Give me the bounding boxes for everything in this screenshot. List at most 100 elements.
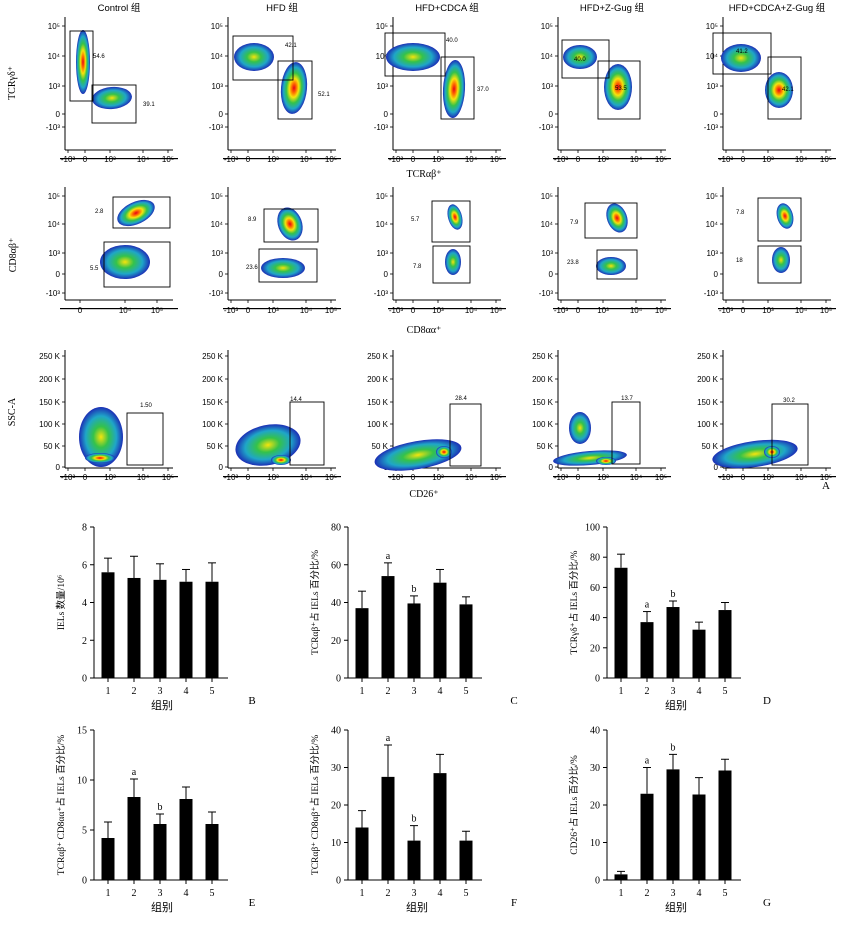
flow-panel-r2-c2: 10⁵ 10⁴ 10³ 0 -10³-10³ 0 10³ 10⁴ 10⁵ 8.9 23.6	[209, 187, 341, 315]
y-tick-label: 0	[219, 463, 224, 472]
y-tick-label: 80	[590, 553, 600, 564]
x-tick-label: 10⁴	[465, 306, 478, 315]
density-cluster	[386, 43, 440, 71]
x-tick-label: 4	[438, 888, 443, 899]
x-tick-label: -10³	[719, 155, 734, 164]
flow-panel-r2-c3: 10⁵ 10⁴ 10³ 0 -10³-10³ 0 10³ 10⁴ 10⁵ 5.7 7.8	[374, 187, 506, 315]
density-cluster	[79, 407, 123, 467]
x-tick-label: 4	[184, 888, 189, 899]
x-tick-label: 5	[464, 888, 469, 899]
y-tick-label: 10⁵	[376, 22, 388, 31]
y-tick-label: -10³	[539, 123, 554, 132]
bar-chart-F: 0 10 20 30 40 1 2 a 3 b 4 5 TCRαβ⁺ CD8αβ⁺占 IELs 百分比/…	[309, 726, 517, 915]
bar	[666, 607, 680, 678]
panel-baseline	[388, 476, 506, 478]
y-tick-label: 0	[219, 110, 224, 119]
x-tick-label: -10³	[554, 473, 569, 482]
row3-ylabel: SSC-A	[7, 397, 18, 426]
x-tick-label: 0	[411, 306, 416, 315]
x-tick-label: 5	[210, 888, 215, 899]
x-tick-label: 0	[411, 473, 416, 482]
y-tick-label: 10⁵	[706, 22, 718, 31]
significance-letter: b	[412, 814, 417, 825]
y-axis-label: CD26⁺占 IELs 百分比/%	[568, 755, 580, 855]
y-tick-label: 10⁴	[376, 52, 389, 61]
panel-baseline	[553, 476, 671, 478]
x-tick-label: 10³	[267, 155, 279, 164]
x-tick-label: 10³	[432, 155, 444, 164]
y-tick-label: 10⁴	[541, 220, 554, 229]
y-tick-label: 150 K	[697, 398, 719, 407]
density-cluster	[604, 64, 632, 110]
gate-box	[289, 401, 325, 466]
x-tick-label: 10³	[762, 473, 774, 482]
x-tick-label: 0	[246, 306, 251, 315]
y-tick-label: 40	[331, 598, 341, 609]
x-tick-label: 10⁴	[300, 306, 313, 315]
y-tick-label: 0	[82, 674, 87, 685]
panel-baseline	[553, 158, 671, 160]
density-cluster	[117, 199, 155, 227]
bar	[355, 608, 369, 678]
x-tick-label: -10³	[224, 473, 239, 482]
y-tick-label: 0	[549, 110, 554, 119]
bar	[433, 773, 447, 880]
row2-xlabel: CD8αα⁺	[407, 325, 442, 336]
panel-letter-F: F	[511, 897, 517, 909]
x-tick-label: 10⁴	[795, 473, 808, 482]
y-tick-label: 40	[590, 613, 600, 624]
density-cluster	[596, 457, 616, 465]
panel-baseline	[223, 158, 341, 160]
density-cluster	[712, 439, 798, 469]
bar	[381, 576, 395, 678]
column-title-1: Control 组	[98, 2, 141, 14]
y-tick-label: 10³	[376, 82, 388, 91]
gate-percentage: 7.8	[736, 210, 745, 216]
y-tick-label: -10³	[46, 289, 61, 298]
gate-box	[432, 245, 471, 284]
density-cluster	[271, 455, 291, 465]
x-tick-label: 10⁴	[465, 155, 478, 164]
bar	[459, 840, 473, 880]
gate-percentage: 30.2	[783, 398, 795, 404]
x-tick-label: 10³	[597, 306, 609, 315]
y-tick-label: 50 K	[207, 442, 224, 451]
y-tick-label: -10³	[704, 123, 719, 132]
gate-percentage: 53.5	[615, 86, 627, 92]
y-tick-label: 10⁴	[211, 52, 224, 61]
bar-chart-C: 0 20 40 60 80 1 2 a 3 b 4 5 TCRαβ⁺占 IELs 百分比/% C	[309, 523, 518, 708]
x-tick-label: 4	[184, 686, 189, 697]
y-tick-label: 50 K	[537, 442, 554, 451]
gate-box	[712, 32, 772, 75]
significance-letter: a	[645, 756, 650, 767]
gate-box	[232, 35, 294, 81]
y-tick-label: 0	[56, 270, 61, 279]
gate-box	[584, 202, 638, 239]
y-tick-label: 10³	[706, 249, 718, 258]
row1-ylabel: TCRγδ⁺	[7, 66, 18, 100]
significance-letter: b	[671, 742, 676, 753]
gate-box	[596, 249, 638, 280]
y-axis-label: TCRαβ⁺占 IELs 百分比/%	[309, 550, 321, 655]
x-tick-label: 10⁴	[630, 306, 643, 315]
bar	[127, 577, 141, 678]
gate-percentage: 1.50	[140, 403, 152, 409]
column-title-4: HFD+Z-Gug 组	[580, 2, 645, 14]
gate-percentage: 41.2	[736, 49, 748, 55]
y-tick-label: 100 K	[367, 420, 389, 429]
y-tick-label: -10³	[46, 123, 61, 132]
panel-baseline	[223, 308, 341, 310]
x-tick-label: -10³	[554, 306, 569, 315]
x-tick-label: 4	[697, 888, 702, 899]
y-axis-label: IELs 数量/10⁶	[55, 575, 67, 630]
x-tick-label: 10⁵	[820, 473, 832, 482]
y-tick-label: 30	[590, 763, 600, 774]
bar	[205, 581, 219, 678]
gate-box	[91, 84, 137, 124]
panel-letter-E: E	[249, 897, 256, 909]
gate-percentage: 54.6	[93, 54, 105, 60]
density-cluster	[596, 257, 626, 275]
y-tick-label: -10³	[209, 123, 224, 132]
significance-letter: a	[386, 551, 391, 562]
